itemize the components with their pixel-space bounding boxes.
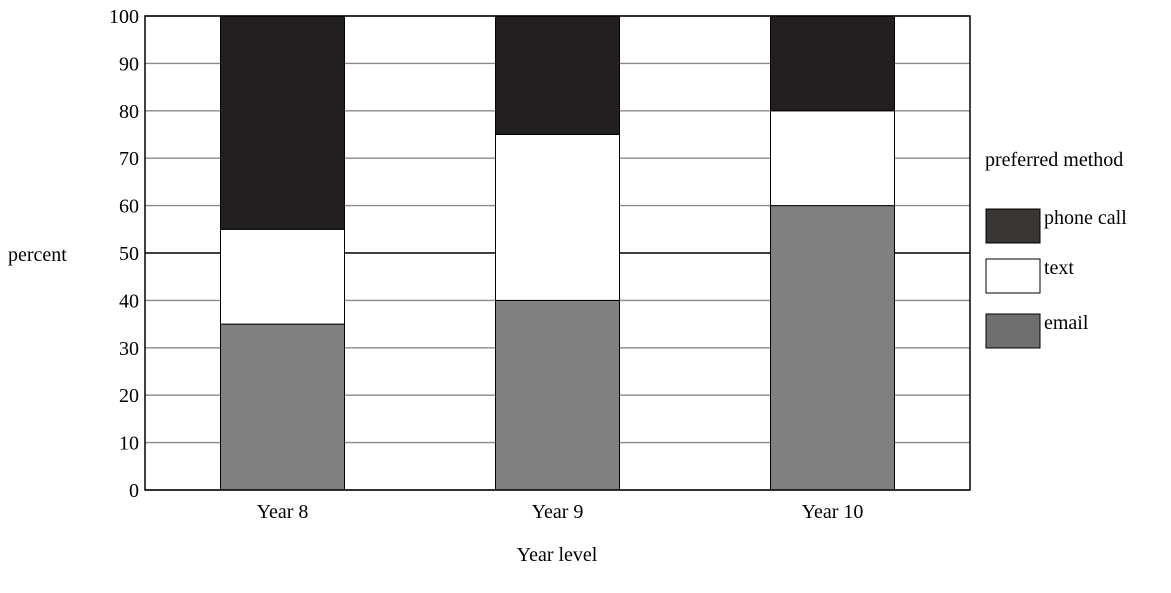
- legend-label-phone-call: phone call: [1044, 207, 1127, 229]
- y-tick-label: 60: [119, 196, 139, 218]
- plot-frame: [144, 15, 971, 491]
- legend-swatch-text: [985, 258, 1041, 294]
- legend: phone call text email: [985, 207, 1127, 349]
- x-axis-label: Year level: [517, 544, 598, 566]
- bar-phone-call-year-8: [220, 15, 345, 230]
- y-tick-label: 30: [119, 338, 139, 360]
- y-tick-labels: 0 10 20 30 40 50 60 70 80 90 100: [109, 6, 139, 502]
- y-tick-label: 0: [129, 480, 139, 502]
- legend-label-text: text: [1044, 257, 1074, 279]
- legend-swatch-email: [985, 313, 1041, 349]
- x-tick-labels: Year 8 Year 9 Year 10: [257, 501, 864, 523]
- bar-text-year-10: [770, 110, 895, 207]
- y-tick-label: 70: [119, 148, 139, 170]
- y-axis-label: percent: [8, 244, 67, 266]
- bar-email-year-10: [770, 205, 895, 491]
- x-tick-label: Year 9: [532, 501, 584, 523]
- y-tick-label: 80: [119, 101, 139, 123]
- bar-text-year-8: [220, 228, 345, 325]
- x-tick-label: Year 8: [257, 501, 309, 523]
- bar-phone-call-year-10: [770, 15, 895, 112]
- bar-email-year-9: [495, 299, 620, 491]
- y-tick-label: 90: [119, 53, 139, 75]
- bar-phone-call-year-9: [495, 15, 620, 135]
- y-tick-label: 10: [119, 433, 139, 455]
- legend-title: preferred method: [985, 149, 1123, 171]
- bar-text-year-9: [495, 134, 620, 301]
- x-tick-label: Year 10: [802, 501, 864, 523]
- y-tick-label: 20: [119, 385, 139, 407]
- legend-label-email: email: [1044, 312, 1089, 334]
- y-tick-label: 40: [119, 290, 139, 312]
- bars: [220, 15, 895, 491]
- y-tick-label: 100: [109, 6, 139, 28]
- y-tick-label: 50: [119, 243, 139, 265]
- bar-email-year-8: [220, 323, 345, 491]
- legend-swatch-phone-call: [985, 208, 1041, 244]
